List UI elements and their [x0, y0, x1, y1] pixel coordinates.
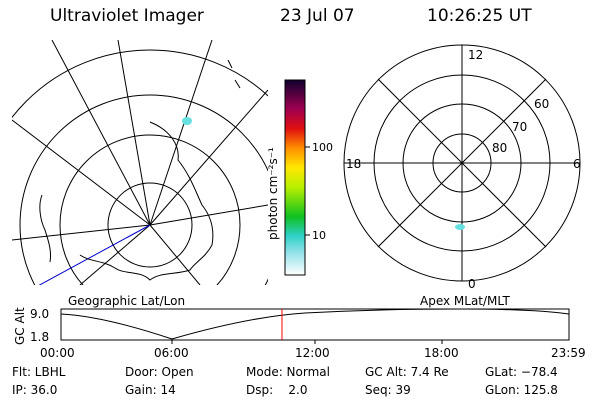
colorbar-tick-100: 100 — [312, 141, 333, 154]
filter-value: Flt: LBHL — [12, 365, 66, 379]
dsp-value: Dsp: 2.0 — [246, 383, 308, 397]
alt-xtick-0000: 00:00 — [40, 346, 75, 360]
mode-value: Mode: Normal — [246, 365, 330, 379]
instrument-title: Ultraviolet Imager — [50, 6, 204, 26]
ip-value: IP: 36.0 — [12, 383, 58, 397]
seq-value: Seq: 39 — [365, 383, 411, 397]
mlat-label-70: 70 — [512, 120, 527, 134]
alt-ytick-9: 9.0 — [30, 307, 49, 321]
mlt-label-12: 12 — [468, 48, 483, 62]
alt-ytick-1.8: 1.8 — [30, 330, 49, 344]
mlt-label-6: 6 — [573, 157, 581, 171]
magnetic-panel-label: Apex MLat/MLT — [420, 294, 510, 308]
colorbar-tick-10: 10 — [312, 229, 326, 242]
gain-value: Gain: 14 — [125, 383, 176, 397]
alt-xtick-1800: 18:00 — [424, 346, 459, 360]
alt-xtick-0600: 06:00 — [154, 346, 189, 360]
alt-ylabel: GC Alt — [13, 307, 27, 345]
mlat-label-80: 80 — [492, 141, 507, 155]
image-date: 23 Jul 07 — [280, 6, 355, 26]
mlat-label-60: 60 — [534, 97, 549, 111]
mlt-label-0: 0 — [468, 277, 476, 291]
colorbar-unit-label: photon cm⁻²s⁻¹ — [266, 147, 280, 240]
glon-value: GLon: 125.8 — [485, 383, 558, 397]
alt-xtick-2359: 23:59 — [551, 346, 586, 360]
glat-value: GLat: −78.4 — [485, 365, 558, 379]
door-value: Door: Open — [125, 365, 194, 379]
image-time: 10:26:25 UT — [427, 6, 532, 26]
geographic-panel-label: Geographic Lat/Lon — [68, 294, 186, 308]
mlt-label-18: 18 — [346, 157, 361, 171]
gc-alt-value: GC Alt: 7.4 Re — [365, 365, 449, 379]
alt-xtick-1200: 12:00 — [295, 346, 330, 360]
